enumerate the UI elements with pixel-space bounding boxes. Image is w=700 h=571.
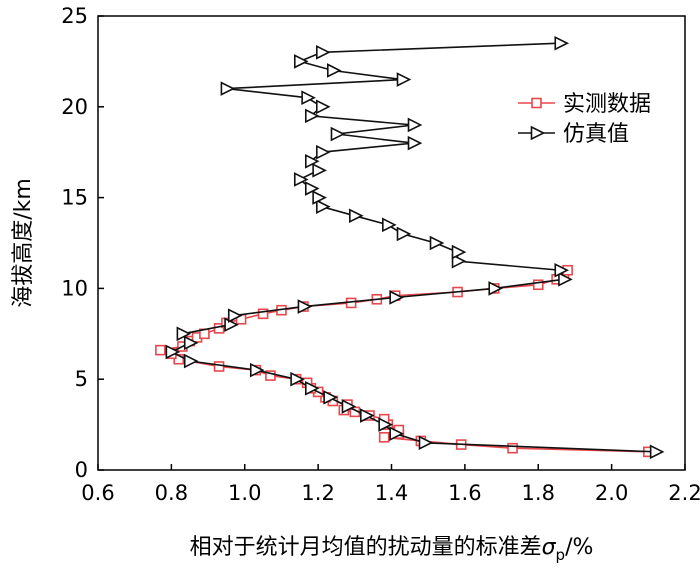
triangle-marker bbox=[554, 35, 570, 51]
legend-entry-2: 仿真值 bbox=[518, 122, 629, 147]
plot-frame bbox=[97, 15, 686, 471]
x-tick-label: 1.8 bbox=[522, 481, 555, 505]
triangle-marker bbox=[341, 399, 357, 414]
triangle-marker bbox=[176, 326, 192, 342]
triangle-marker bbox=[326, 63, 342, 78]
triangle-marker bbox=[378, 417, 393, 432]
triangle-marker bbox=[315, 199, 331, 214]
y-tick-label: 0 bbox=[75, 458, 88, 482]
triangle-marker bbox=[315, 144, 331, 160]
square-marker bbox=[213, 361, 225, 372]
x-tick-label: 0.8 bbox=[155, 481, 188, 505]
x-tick-label: 1.6 bbox=[448, 481, 481, 505]
x-axis-label: 相对于统计月均值的扰动量的标准差σp/% bbox=[190, 535, 594, 564]
triangle-marker bbox=[407, 135, 423, 151]
y-tick-label: 25 bbox=[61, 4, 88, 28]
triangle-marker bbox=[304, 181, 320, 196]
y-tick-label: 5 bbox=[75, 367, 88, 391]
triangle-marker bbox=[165, 344, 181, 360]
x-tick-label: 2.2 bbox=[668, 481, 700, 505]
x-tick-label: 1.4 bbox=[375, 481, 408, 505]
y-tick-label: 15 bbox=[61, 186, 88, 210]
triangle-marker bbox=[330, 126, 346, 142]
triangle-marker bbox=[301, 90, 316, 106]
triangle-marker bbox=[389, 426, 404, 441]
square-marker bbox=[265, 370, 276, 381]
triangle-marker bbox=[297, 299, 313, 314]
axis-ticks: 0.6 0.8 1.0 1.2 1.4 1.6 1.8 2.0 2.2 0 5 10 15 20 25 bbox=[61, 4, 700, 505]
legend-marker bbox=[530, 125, 546, 141]
triangle-marker bbox=[382, 217, 397, 233]
triangle-marker bbox=[649, 444, 665, 460]
triangle-marker bbox=[396, 72, 412, 87]
square-marker bbox=[378, 432, 390, 443]
legend-label: 仿真值 bbox=[563, 122, 629, 147]
legend-label: 实测数据 bbox=[563, 92, 651, 117]
legend-entry-1: 实测数据 bbox=[518, 92, 651, 117]
triangle-marker bbox=[293, 54, 309, 69]
triangle-marker bbox=[407, 117, 423, 133]
series-2 bbox=[165, 35, 665, 460]
series-layer bbox=[155, 35, 665, 460]
x-axis-label-unit: /% bbox=[565, 535, 593, 560]
triangle-marker bbox=[290, 371, 305, 387]
triangle-marker bbox=[293, 172, 309, 187]
triangle-marker bbox=[227, 308, 243, 323]
triangle-marker bbox=[220, 81, 236, 96]
triangle-marker bbox=[418, 435, 434, 451]
triangle-marker bbox=[429, 235, 445, 251]
triangle-marker bbox=[389, 290, 404, 305]
square-marker bbox=[155, 344, 166, 356]
y-tick-label: 20 bbox=[61, 95, 88, 119]
triangle-marker bbox=[312, 190, 327, 205]
triangle-marker bbox=[183, 335, 199, 351]
square-marker bbox=[507, 442, 518, 454]
x-axis-label-symbol: σ bbox=[542, 535, 557, 560]
triangle-marker bbox=[315, 99, 331, 115]
triangle-marker bbox=[249, 362, 265, 378]
triangle-marker bbox=[304, 153, 320, 169]
x-axis-label-subscript: p bbox=[556, 546, 566, 564]
triangle-marker bbox=[323, 390, 338, 405]
triangle-marker bbox=[451, 244, 467, 260]
y-tick-label: 10 bbox=[61, 276, 88, 300]
x-tick-label: 1.2 bbox=[301, 481, 334, 505]
x-tick-label: 2.0 bbox=[595, 481, 628, 505]
triangle-marker bbox=[349, 208, 364, 224]
x-tick-label: 1.0 bbox=[228, 481, 261, 505]
triangle-marker bbox=[315, 45, 331, 60]
square-marker bbox=[532, 279, 544, 291]
triangle-marker bbox=[558, 272, 573, 287]
triangle-marker bbox=[451, 253, 467, 269]
triangle-marker bbox=[396, 226, 412, 242]
triangle-marker bbox=[304, 108, 320, 124]
triangle-marker bbox=[312, 163, 327, 178]
x-tick-label: 0.6 bbox=[81, 481, 114, 505]
triangle-marker bbox=[360, 408, 375, 423]
triangle-marker bbox=[488, 281, 504, 296]
y-axis-label: 海拔高度/km bbox=[11, 178, 36, 308]
triangle-marker bbox=[304, 380, 320, 396]
x-axis-label-main: 相对于统计月均值的扰动量的标准差 bbox=[190, 535, 542, 560]
series-1 bbox=[155, 264, 654, 458]
triangle-marker bbox=[554, 262, 570, 278]
triangle-marker bbox=[183, 353, 199, 369]
square-marker bbox=[257, 308, 269, 320]
legend-marker bbox=[531, 97, 542, 109]
